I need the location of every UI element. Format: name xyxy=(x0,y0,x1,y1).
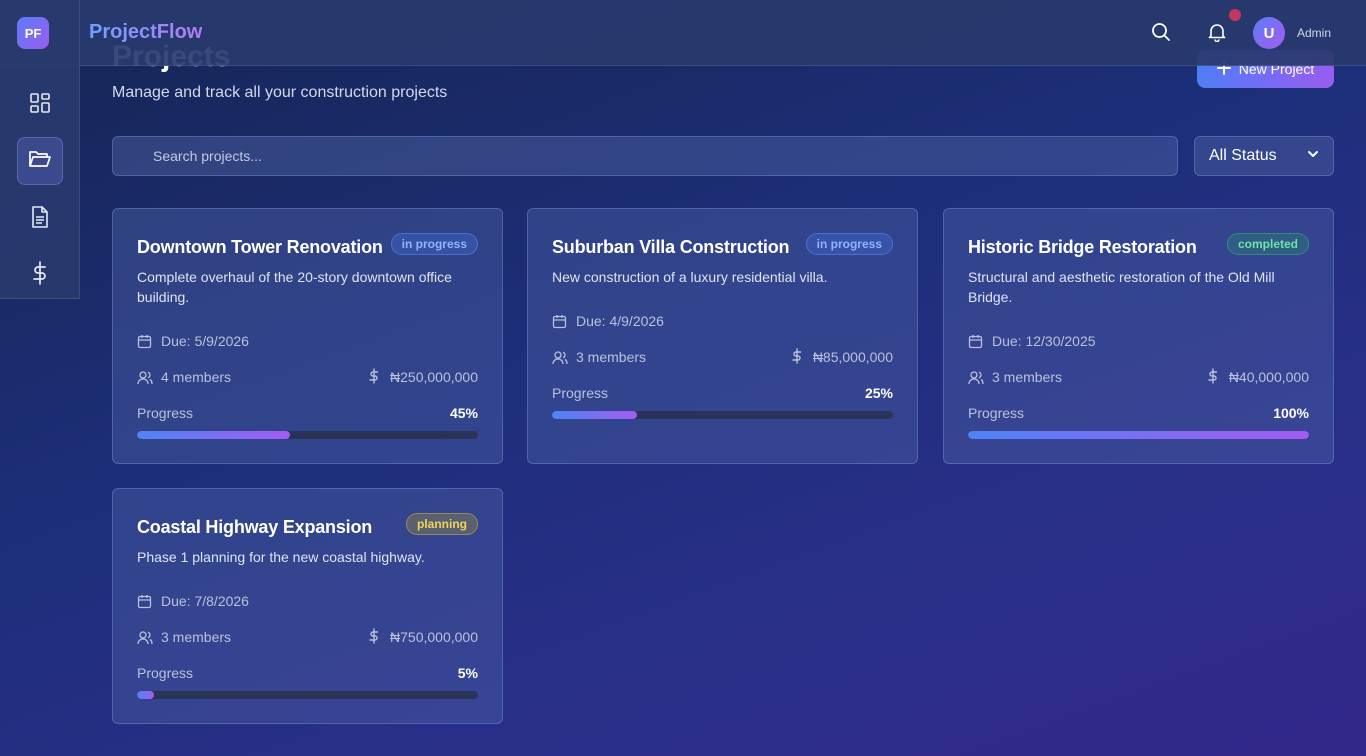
dollar-icon xyxy=(1207,367,1219,387)
progress-value: 100% xyxy=(1273,405,1309,421)
sidebar-item-dashboard[interactable] xyxy=(17,81,63,129)
users-icon xyxy=(968,369,984,385)
due-row: Due: 4/9/2026 xyxy=(552,311,893,331)
meta-row: 3 members ₦85,000,000 xyxy=(552,347,893,367)
progress-label: Progress xyxy=(137,665,194,681)
budget-amount: ₦250,000,000 xyxy=(390,369,478,385)
progress-track xyxy=(968,431,1309,439)
due-row: Due: 12/30/2025 xyxy=(968,331,1309,351)
budget: ₦85,000,000 xyxy=(791,347,893,367)
progress-label: Progress xyxy=(137,405,194,421)
dollar-icon xyxy=(791,347,803,367)
dollar-icon xyxy=(368,367,380,387)
dollar-icon xyxy=(31,260,49,290)
users-icon xyxy=(137,629,153,645)
status-badge: completed xyxy=(1226,233,1309,255)
budget: ₦250,000,000 xyxy=(368,367,478,387)
budget-amount: ₦40,000,000 xyxy=(1228,369,1309,385)
user-name[interactable]: Admin xyxy=(1297,26,1332,40)
calendar-icon xyxy=(137,593,153,609)
project-title: Downtown Tower Renovation xyxy=(137,237,383,257)
progress-fill xyxy=(137,431,291,439)
project-description: Complete overhaul of the 20-story downto… xyxy=(137,269,452,305)
budget-amount: ₦85,000,000 xyxy=(812,349,893,365)
project-card[interactable]: Suburban Villa Construction in progress … xyxy=(527,208,918,464)
dollar-icon xyxy=(368,627,380,647)
progress-fill xyxy=(137,691,155,699)
project-card[interactable]: Downtown Tower Renovation in progress Co… xyxy=(112,208,503,464)
bell-icon[interactable] xyxy=(1205,20,1229,44)
sidebar-item-finance[interactable] xyxy=(17,251,63,299)
users-icon xyxy=(137,369,153,385)
member-count: 3 members xyxy=(161,629,232,645)
project-card[interactable]: Historic Bridge Restoration completed St… xyxy=(943,208,1334,464)
document-icon xyxy=(30,205,50,233)
budget: ₦40,000,000 xyxy=(1207,367,1309,387)
member-count: 4 members xyxy=(161,369,232,385)
progress-track xyxy=(137,431,478,439)
due-row: Due: 5/9/2026 xyxy=(137,331,478,351)
dashboard-icon xyxy=(29,92,51,119)
progress-label: Progress xyxy=(968,405,1025,421)
meta-row: 3 members ₦750,000,000 xyxy=(137,627,478,647)
status-badge: planning xyxy=(406,513,478,535)
meta-row: 3 members ₦40,000,000 xyxy=(968,367,1309,387)
avatar[interactable]: U xyxy=(1253,17,1285,49)
progress-fill xyxy=(968,431,1309,439)
app-name[interactable]: ProjectFlow xyxy=(89,21,203,43)
member-count: 3 members xyxy=(576,349,647,365)
project-description: New construction of a luxury residential… xyxy=(552,269,828,285)
status-filter-value: All Status xyxy=(1209,147,1277,164)
budget-amount: ₦750,000,000 xyxy=(390,629,478,645)
sidebar: PF xyxy=(0,0,80,299)
status-badge: in progress xyxy=(805,233,893,255)
due-date: Due: 7/8/2026 xyxy=(161,593,249,609)
page-subtitle: Manage and track all your construction p… xyxy=(112,84,448,101)
progress-track xyxy=(552,411,893,419)
calendar-icon xyxy=(968,333,984,349)
due-date: Due: 4/9/2026 xyxy=(576,313,664,329)
project-title: Coastal Highway Expansion xyxy=(137,517,373,537)
progress-value: 5% xyxy=(457,665,478,681)
search-icon[interactable] xyxy=(1149,20,1173,44)
project-title: Historic Bridge Restoration xyxy=(968,237,1197,257)
sidebar-item-projects[interactable] xyxy=(17,137,63,185)
project-card[interactable]: Coastal Highway Expansion planning Phase… xyxy=(112,488,503,724)
progress-label: Progress xyxy=(552,385,609,401)
status-filter-select[interactable]: All Status xyxy=(1194,136,1334,176)
calendar-icon xyxy=(552,313,568,329)
search-input[interactable] xyxy=(112,136,1178,176)
calendar-icon xyxy=(137,333,153,349)
progress-value: 45% xyxy=(449,405,478,421)
budget: ₦750,000,000 xyxy=(368,627,478,647)
status-badge: in progress xyxy=(390,233,478,255)
due-date: Due: 12/30/2025 xyxy=(992,333,1096,349)
due-row: Due: 7/8/2026 xyxy=(137,591,478,611)
progress-value: 25% xyxy=(864,385,893,401)
users-icon xyxy=(552,349,568,365)
folder-icon xyxy=(28,148,52,175)
progress-fill xyxy=(552,411,638,419)
project-description: Structural and aesthetic restoration of … xyxy=(968,269,1275,305)
top-header: PF ProjectFlow U Admin xyxy=(0,0,1366,66)
meta-row: 4 members ₦250,000,000 xyxy=(137,367,478,387)
due-date: Due: 5/9/2026 xyxy=(161,333,249,349)
chevron-down-icon xyxy=(1307,147,1319,165)
progress-track xyxy=(137,691,478,699)
member-count: 3 members xyxy=(992,369,1063,385)
project-description: Phase 1 planning for the new coastal hig… xyxy=(137,549,425,565)
notification-dot xyxy=(1229,9,1241,21)
sidebar-logo[interactable]: PF xyxy=(17,17,49,49)
project-title: Suburban Villa Construction xyxy=(552,237,790,257)
sidebar-item-documents[interactable] xyxy=(17,195,63,243)
